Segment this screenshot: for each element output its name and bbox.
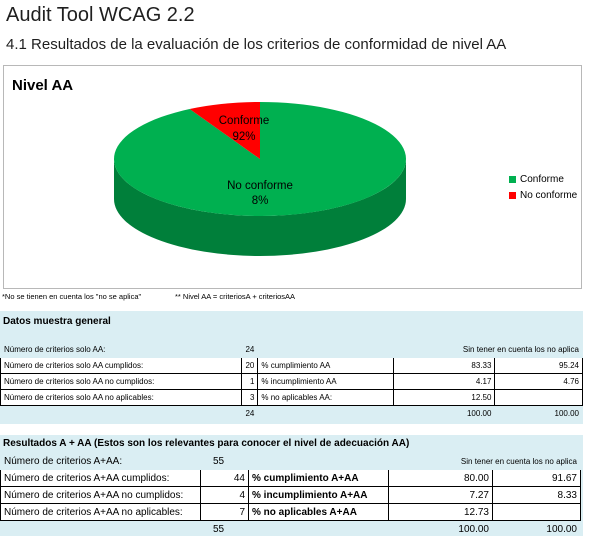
table-row: Número de criterios A+AA: 55 Sin tener e… bbox=[1, 453, 581, 470]
pie-chart-panel: Nivel AA Conforme 92% No conforme 8% Confor… bbox=[3, 65, 582, 289]
combined-results-title: Resultados A + AA (Estos son los relevan… bbox=[3, 438, 410, 449]
legend-item-conforme: Conforme bbox=[509, 171, 577, 187]
table-row: 24 100.00 100.00 bbox=[1, 406, 583, 422]
row-label: Número de criterios A+AA cumplidos: bbox=[0, 469, 201, 487]
legend-swatch-conforme bbox=[509, 175, 516, 183]
row-metric: % incumplimiento AA bbox=[257, 373, 394, 390]
row-alt-percent: 8.33 bbox=[492, 486, 581, 504]
footnote-no-aplica: *No se tienen en cuenta los "no se aplic… bbox=[2, 292, 142, 301]
row-label: Número de criterios solo AA cumplidos: bbox=[0, 357, 243, 374]
no-aplica-header: Sin tener en cuenta los no aplica bbox=[460, 456, 577, 466]
row-percent: 100.00 bbox=[458, 523, 489, 535]
general-sample-section: Datos muestra general Número de criterio… bbox=[0, 311, 583, 424]
row-label: Número de criterios solo AA no cumplidos… bbox=[0, 373, 243, 390]
row-alt-percent: 91.67 bbox=[492, 469, 581, 487]
row-metric: % no aplicables A+AA bbox=[248, 503, 389, 521]
table-row: Número de criterios A+AA cumplidos: 44 %… bbox=[0, 469, 581, 487]
row-alt-percent: 95.24 bbox=[494, 357, 583, 374]
row-percent: 83.33 bbox=[392, 357, 496, 374]
row-alt-percent: 100.00 bbox=[554, 409, 579, 418]
pie-label-conforme: Conforme bbox=[219, 115, 270, 127]
pie-value-no-conforme: 8% bbox=[252, 195, 269, 207]
chart-title: Nivel AA bbox=[12, 77, 74, 94]
row-percent: 100.00 bbox=[466, 409, 492, 418]
pie-value-conforme: 92% bbox=[232, 131, 255, 143]
page-title: Audit Tool WCAG 2.2 bbox=[6, 4, 195, 26]
row-alt-percent bbox=[494, 389, 583, 406]
row-percent: 7.27 bbox=[388, 486, 493, 504]
table-row: 55 100.00 100.00 bbox=[1, 521, 581, 538]
row-metric: % cumplimiento A+AA bbox=[248, 469, 389, 487]
no-aplica-header: Sin tener en cuenta los no aplica bbox=[462, 345, 579, 354]
table-row: Número de criterios solo AA: 24 Sin tene… bbox=[1, 342, 583, 358]
pie-slice-no-conforme bbox=[189, 102, 260, 159]
row-label: Número de criterios solo AA no aplicable… bbox=[0, 389, 243, 406]
row-metric: % incumplimiento A+AA bbox=[248, 486, 389, 504]
row-count: 55 bbox=[213, 455, 225, 467]
row-alt-percent bbox=[492, 503, 581, 521]
row-count: 24 bbox=[245, 345, 255, 354]
row-percent: 4.17 bbox=[392, 373, 496, 390]
legend-label-no-conforme: No conforme bbox=[520, 189, 578, 201]
chart-legend: Conforme No conforme bbox=[509, 171, 577, 203]
page-subtitle: 4.1 Resultados de la evaluación de los c… bbox=[6, 36, 507, 53]
row-label: Número de criterios A+AA: bbox=[4, 455, 123, 467]
row-metric: % no aplicables AA: bbox=[257, 389, 394, 406]
row-percent: 12.73 bbox=[388, 503, 493, 521]
table-row: Número de criterios solo AA cumplidos: 2… bbox=[0, 357, 583, 374]
legend-item-no-conforme: No conforme bbox=[509, 187, 577, 203]
table-row: Número de criterios A+AA no aplicables: … bbox=[0, 503, 581, 521]
row-count: 44 bbox=[200, 469, 249, 487]
legend-label-conforme: Conforme bbox=[520, 173, 564, 185]
row-label: Número de criterios A+AA no aplicables: bbox=[0, 503, 201, 521]
table-row: Número de criterios A+AA no cumplidos: 4… bbox=[0, 486, 581, 504]
pie-side-conforme bbox=[114, 159, 406, 256]
row-metric: % cumplimiento AA bbox=[257, 357, 394, 374]
row-count: 3 bbox=[241, 389, 259, 406]
row-label: Número de criterios A+AA no cumplidos: bbox=[0, 486, 201, 504]
row-count: 55 bbox=[213, 523, 225, 535]
row-count: 4 bbox=[200, 486, 249, 504]
combined-results-table: Número de criterios A+AA: 55 Sin tener e… bbox=[0, 452, 581, 538]
row-percent: 80.00 bbox=[388, 469, 493, 487]
legend-swatch-no-conforme bbox=[509, 191, 516, 199]
row-count: 24 bbox=[245, 409, 255, 418]
pie-label-no-conforme: No conforme bbox=[227, 180, 293, 192]
table-row: Número de criterios solo AA no cumplidos… bbox=[0, 373, 583, 390]
row-count: 7 bbox=[200, 503, 249, 521]
pie-chart: Conforme 92% No conforme 8% bbox=[114, 102, 407, 256]
row-label: Número de criterios solo AA: bbox=[4, 345, 106, 354]
footnote-nivel-aa: ** Nivel AA = criteriosA + criteriosAA bbox=[175, 292, 296, 301]
row-alt-percent: 100.00 bbox=[546, 523, 577, 535]
row-alt-percent: 4.76 bbox=[494, 373, 583, 390]
row-count: 1 bbox=[241, 373, 259, 390]
row-percent: 12.50 bbox=[392, 389, 496, 406]
table-row: Número de criterios solo AA no aplicable… bbox=[0, 389, 583, 406]
combined-results-section: Resultados A + AA (Estos son los relevan… bbox=[0, 435, 583, 536]
general-sample-title: Datos muestra general bbox=[3, 316, 111, 327]
row-count: 20 bbox=[241, 357, 259, 374]
general-sample-table: Número de criterios solo AA: 24 Sin tene… bbox=[0, 341, 583, 422]
